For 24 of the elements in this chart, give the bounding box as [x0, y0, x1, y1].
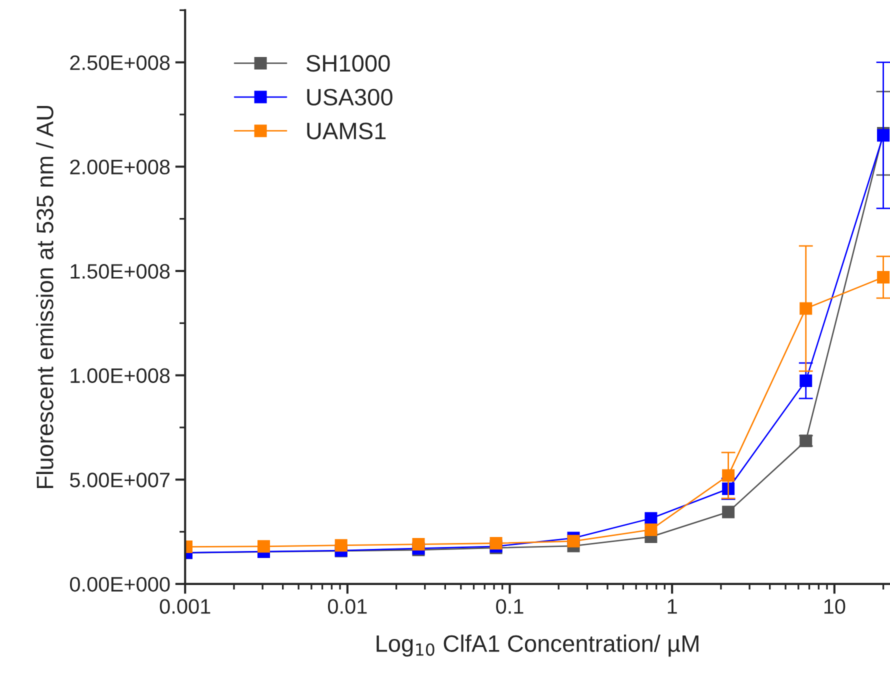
legend-label: UAMS1	[307, 122, 386, 140]
point	[722, 506, 735, 518]
x-tick-label: 0.001	[160, 599, 210, 614]
point	[567, 534, 580, 548]
x-tick-label: 0.01	[328, 599, 367, 614]
legend-label: USA300	[307, 88, 392, 106]
x-axis-title: Log$_{10}$ ClfA1 Concentration/ µM	[376, 634, 698, 657]
y-axis-title: Fluorescent emission at 535 nm / AU	[36, 106, 54, 488]
point	[257, 540, 270, 553]
x-tick-label: 0.1	[496, 599, 524, 614]
point	[490, 537, 502, 550]
y-tick-label: 1.00E+008	[70, 368, 170, 384]
y-tick-label: 5.00E+007	[70, 472, 170, 488]
point	[644, 512, 658, 525]
y-tick-label: 1.50E+008	[70, 264, 170, 279]
y-tick-label: 2.00E+008	[70, 160, 170, 174]
legend-label: SH1000	[306, 55, 390, 72]
point	[644, 523, 658, 536]
y-tick-label: 2.50E+008	[70, 55, 170, 70]
point	[412, 538, 425, 551]
point	[334, 539, 348, 552]
x-tick-label: 10	[824, 599, 846, 614]
y-tick-label: 0.00E+000	[70, 576, 170, 592]
x-tick-label: 1	[668, 599, 677, 614]
